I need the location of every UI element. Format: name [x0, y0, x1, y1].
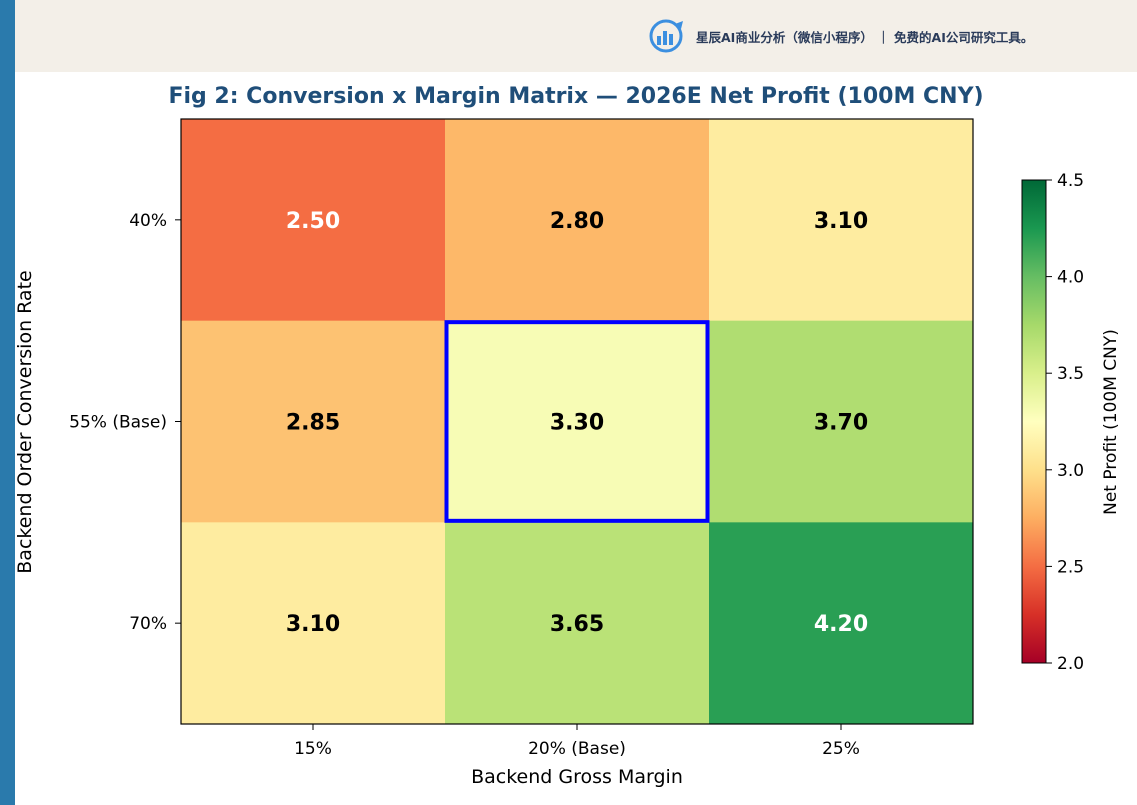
colorbar-tick-label: 2.0	[1057, 654, 1084, 674]
colorbar-tick-label: 3.5	[1057, 364, 1084, 384]
heatmap-cell	[181, 320, 446, 523]
heatmap-cell	[445, 522, 710, 725]
colorbar	[1021, 179, 1047, 664]
cell-value-label: 3.70	[814, 411, 868, 436]
cell-value-label: 3.10	[286, 612, 340, 637]
y-tick-label: 70%	[129, 614, 167, 634]
heatmap-cell	[181, 119, 446, 322]
brand-text: 星辰AI商业分析（微信小程序） ｜ 免费的AI公司研究工具。	[696, 29, 1034, 45]
chart-title: Fig 2: Conversion x Margin Matrix — 2026…	[168, 84, 984, 109]
left-accent-stripe	[0, 0, 15, 805]
top-banner	[15, 0, 1137, 72]
colorbar-tick-label: 4.5	[1057, 171, 1084, 191]
chart-bars-logo-icon	[649, 19, 683, 53]
heatmap-cell	[709, 320, 974, 523]
heatmap-cell	[709, 522, 974, 725]
x-axis-label: Backend Gross Margin	[471, 766, 683, 788]
cell-value-label: 2.80	[550, 209, 604, 234]
heatmap-cell	[445, 320, 710, 523]
x-tick-label: 20% (Base)	[528, 739, 626, 759]
cell-value-label: 3.10	[814, 209, 868, 234]
y-axis-label: Backend Order Conversion Rate	[14, 270, 36, 574]
heatmap-cell	[445, 119, 710, 322]
colorbar-label: Net Profit (100M CNY)	[1101, 329, 1121, 515]
heatmap-cell	[709, 119, 974, 322]
cell-value-label: 3.65	[550, 612, 604, 637]
y-tick-label: 55% (Base)	[69, 413, 167, 433]
brand: 星辰AI商业分析（微信小程序） ｜ 免费的AI公司研究工具。	[648, 16, 1033, 56]
cell-value-label: 4.20	[814, 612, 868, 637]
colorbar-tick-label: 2.5	[1057, 557, 1084, 577]
y-tick-label: 40%	[129, 211, 167, 231]
x-tick-label: 25%	[822, 739, 860, 759]
colorbar-tick-label: 3.0	[1057, 461, 1084, 481]
base-case-highlight	[444, 320, 710, 523]
cell-value-label: 2.50	[286, 209, 340, 234]
x-tick-label: 15%	[294, 739, 332, 759]
cell-value-label: 2.85	[286, 411, 340, 436]
heatmap-cell	[181, 522, 446, 725]
colorbar-tick-label: 4.0	[1057, 268, 1084, 288]
cell-value-label: 3.30	[550, 411, 604, 436]
